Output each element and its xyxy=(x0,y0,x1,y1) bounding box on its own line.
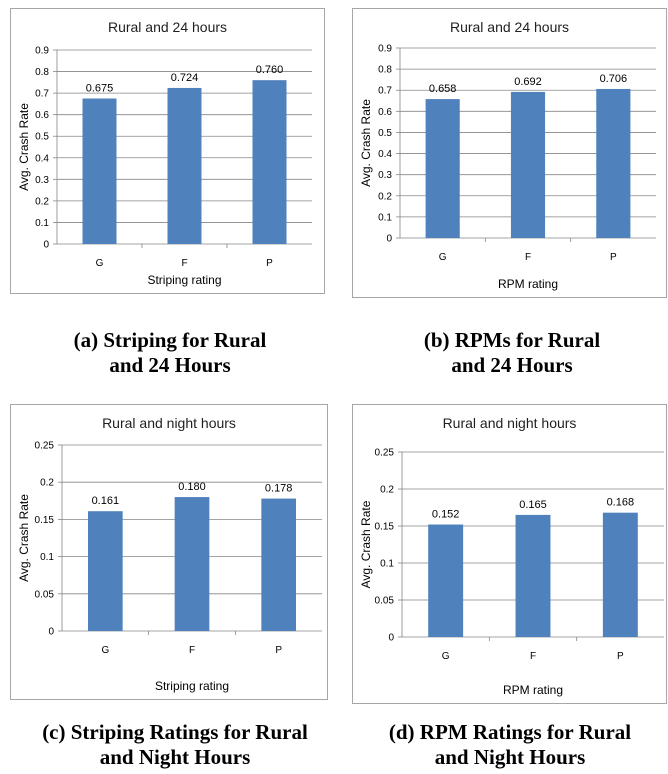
y-tick-label: 0.4 xyxy=(378,149,392,160)
y-tick-label: 0.6 xyxy=(35,110,49,121)
x-axis-label: RPM rating xyxy=(503,683,563,697)
x-tick-label: G xyxy=(96,258,104,269)
x-axis-label: RPM rating xyxy=(498,277,558,291)
bar-F xyxy=(167,87,202,244)
y-tick-label: 0.2 xyxy=(378,191,392,202)
chart-title: Rural and 24 hours xyxy=(450,19,569,35)
bar-F xyxy=(174,497,210,631)
x-tick-label: P xyxy=(610,252,617,263)
y-tick-label: 0.5 xyxy=(35,132,49,143)
bar-P xyxy=(602,512,638,637)
x-tick-label: F xyxy=(525,252,531,263)
y-tick-label: 0.05 xyxy=(35,589,55,600)
caption-c: (c) Striping Ratings for Rural and Night… xyxy=(42,720,308,769)
y-tick-label: 0 xyxy=(48,627,54,638)
y-tick-label: 0.2 xyxy=(380,485,394,496)
bar-P xyxy=(596,88,631,238)
bar-G xyxy=(428,524,464,637)
data-label: 0.165 xyxy=(519,499,547,511)
chart-title: Rural and night hours xyxy=(102,415,236,431)
y-tick-label: 0.7 xyxy=(378,86,392,97)
bar-P xyxy=(261,498,296,631)
y-tick-label: 0.15 xyxy=(375,522,395,533)
x-tick-label: F xyxy=(530,651,536,662)
x-axis-label: Striping rating xyxy=(155,679,229,693)
y-axis-label: Avg. Crash Rate xyxy=(17,494,31,582)
caption-d: (d) RPM Ratings for Rural and Night Hour… xyxy=(388,720,632,769)
x-tick-label: F xyxy=(189,645,195,656)
y-tick-label: 0 xyxy=(388,633,394,644)
y-tick-label: 0 xyxy=(43,240,49,251)
data-label: 0.706 xyxy=(600,73,628,85)
bar-P xyxy=(252,80,287,244)
y-tick-label: 0.5 xyxy=(378,128,392,139)
y-tick-label: 0.8 xyxy=(35,67,49,78)
bar-F xyxy=(510,91,546,239)
data-label: 0.724 xyxy=(171,72,199,84)
x-tick-label: F xyxy=(181,258,187,269)
y-axis-label: Avg. Crash Rate xyxy=(17,103,31,191)
caption-a: (a) Striping for Rural and 24 Hours xyxy=(73,328,267,377)
y-axis-label: Avg. Crash Rate xyxy=(359,500,373,588)
y-tick-label: 0.05 xyxy=(375,596,395,607)
x-axis-label: Striping rating xyxy=(147,273,221,287)
x-tick-label: G xyxy=(442,651,450,662)
y-tick-label: 0.25 xyxy=(375,448,395,459)
data-label: 0.760 xyxy=(256,64,284,76)
bar-G xyxy=(88,511,123,631)
data-label: 0.180 xyxy=(178,481,206,493)
data-label: 0.168 xyxy=(607,497,635,509)
y-tick-label: 0.1 xyxy=(35,218,49,229)
caption-b: (b) RPMs for Rural and 24 Hours xyxy=(423,328,601,377)
y-tick-label: 0.1 xyxy=(378,212,392,223)
data-label: 0.161 xyxy=(92,495,120,507)
y-tick-label: 0 xyxy=(386,234,392,245)
data-label: 0.692 xyxy=(514,76,542,88)
y-tick-label: 0.15 xyxy=(35,515,55,526)
x-tick-label: G xyxy=(439,252,447,263)
x-tick-label: P xyxy=(266,258,273,269)
bar-G xyxy=(82,98,117,244)
y-tick-label: 0.1 xyxy=(40,552,54,563)
y-tick-label: 0.7 xyxy=(35,89,49,100)
data-label: 0.658 xyxy=(429,83,457,95)
chart-title: Rural and night hours xyxy=(443,415,577,431)
bar-G xyxy=(425,99,460,238)
x-tick-label: G xyxy=(101,645,109,656)
y-tick-label: 0.1 xyxy=(380,559,394,570)
y-tick-label: 0.3 xyxy=(378,170,392,181)
data-label: 0.675 xyxy=(86,83,114,95)
y-tick-label: 0.2 xyxy=(40,478,54,489)
y-tick-label: 0.9 xyxy=(35,46,49,57)
y-tick-label: 0.25 xyxy=(35,441,55,452)
chart-title: Rural and 24 hours xyxy=(108,19,227,35)
y-tick-label: 0.9 xyxy=(378,44,392,55)
y-tick-label: 0.4 xyxy=(35,153,49,164)
x-tick-label: P xyxy=(275,645,282,656)
y-axis-label: Avg. Crash Rate xyxy=(359,99,373,187)
y-tick-label: 0.8 xyxy=(378,65,392,76)
data-label: 0.152 xyxy=(432,509,460,521)
x-tick-label: P xyxy=(617,651,624,662)
y-tick-label: 0.2 xyxy=(35,196,49,207)
bar-F xyxy=(515,514,551,637)
y-tick-label: 0.6 xyxy=(378,107,392,118)
y-tick-label: 0.3 xyxy=(35,175,49,186)
data-label: 0.178 xyxy=(265,483,293,495)
